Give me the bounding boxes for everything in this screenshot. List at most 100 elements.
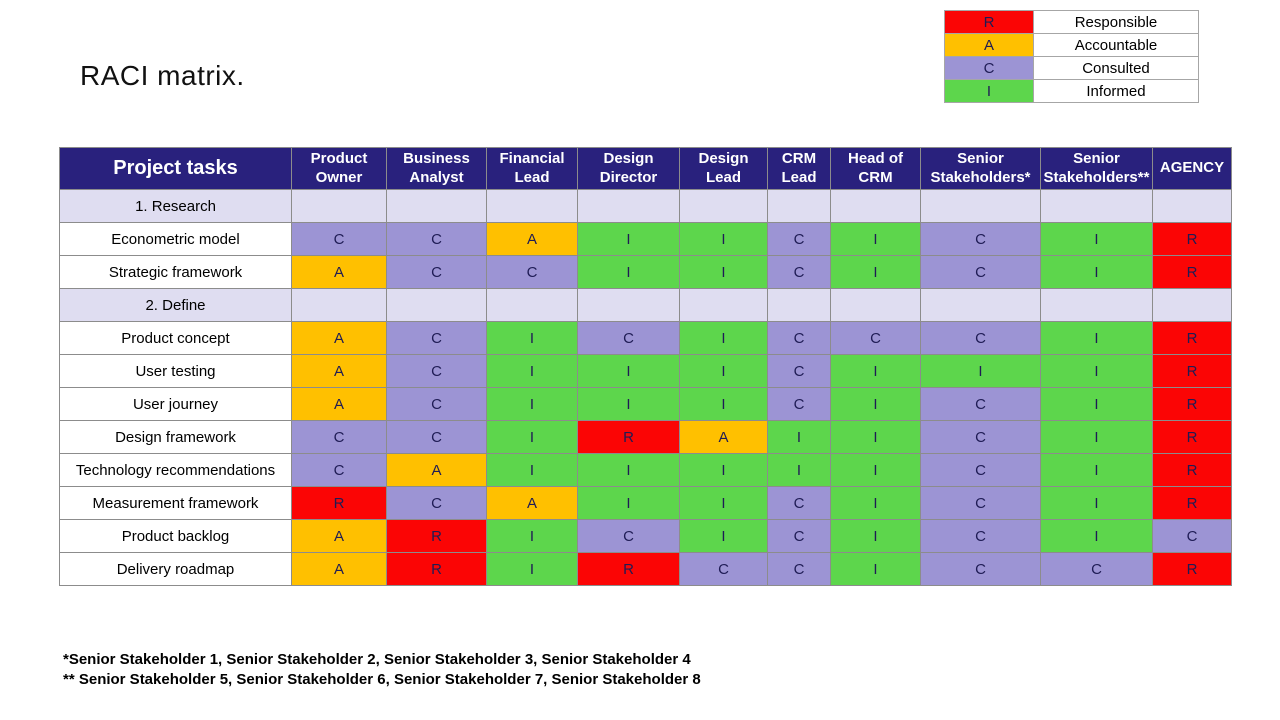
column-header: Financial Lead (486, 147, 578, 190)
task-label: Econometric model (59, 222, 292, 256)
raci-cell-i: I (1040, 420, 1153, 454)
raci-cell-i: I (679, 255, 768, 289)
raci-cell-a: A (291, 255, 387, 289)
raci-cell-a: A (291, 519, 387, 553)
raci-cell-r: R (1152, 387, 1232, 421)
raci-cell-c: C (767, 255, 831, 289)
raci-cell-i: I (830, 519, 921, 553)
raci-cell-i: I (830, 486, 921, 520)
legend-row-c: C Consulted (944, 56, 1199, 80)
raci-cell-r: R (1152, 255, 1232, 289)
raci-cell-a: A (291, 321, 387, 355)
raci-cell-r: R (577, 552, 680, 586)
footnote-line-1: *Senior Stakeholder 1, Senior Stakeholde… (63, 651, 691, 668)
raci-cell-i: I (486, 519, 578, 553)
raci-cell-empty (679, 189, 768, 223)
task-row: Strategic framework A C C I I C I C I R (59, 255, 1232, 289)
raci-cell-i: I (920, 354, 1041, 388)
raci-cell-empty (1040, 288, 1153, 322)
legend-row-i: I Informed (944, 79, 1199, 103)
raci-cell-c: C (920, 420, 1041, 454)
raci-cell-empty (767, 189, 831, 223)
legend-label: Informed (1033, 79, 1199, 103)
column-header: AGENCY (1152, 147, 1232, 190)
raci-cell-empty (386, 288, 487, 322)
task-label: Delivery roadmap (59, 552, 292, 586)
raci-cell-empty (767, 288, 831, 322)
raci-cell-c: C (767, 552, 831, 586)
raci-cell-c: C (386, 321, 487, 355)
task-row: Design framework C C I R A I I C I R (59, 420, 1232, 454)
raci-cell-i: I (679, 387, 768, 421)
raci-cell-empty (486, 288, 578, 322)
raci-cell-c: C (767, 387, 831, 421)
raci-cell-i: I (577, 387, 680, 421)
raci-cell-r: R (386, 519, 487, 553)
raci-cell-empty (577, 189, 680, 223)
raci-cell-a: A (291, 552, 387, 586)
legend-label: Accountable (1033, 33, 1199, 57)
raci-cell-c: C (920, 486, 1041, 520)
raci-cell-a: A (291, 354, 387, 388)
raci-cell-i: I (1040, 321, 1153, 355)
task-label: User testing (59, 354, 292, 388)
task-label: Product concept (59, 321, 292, 355)
task-row: Technology recommendations C A I I I I I C I R (59, 453, 1232, 487)
raci-cell-i: I (1040, 222, 1153, 256)
column-header: Product Owner (291, 147, 387, 190)
raci-cell-a: A (486, 486, 578, 520)
raci-cell-i: I (1040, 453, 1153, 487)
raci-cell-c: C (767, 222, 831, 256)
raci-cell-c: C (577, 519, 680, 553)
column-header: Design Director (577, 147, 680, 190)
raci-cell-c: C (920, 552, 1041, 586)
legend-code: C (944, 56, 1034, 80)
matrix-body: 1. Research Econometric model C C A I I C I C I R St… (59, 189, 1232, 586)
raci-cell-c: C (920, 321, 1041, 355)
raci-cell-empty (1040, 189, 1153, 223)
raci-cell-i: I (679, 321, 768, 355)
raci-cell-empty (920, 288, 1041, 322)
column-header: Senior Stakeholders* (920, 147, 1041, 190)
legend-code: R (944, 10, 1034, 34)
raci-cell-c: C (767, 321, 831, 355)
raci-cell-r: R (1152, 420, 1232, 454)
raci-cell-c: C (386, 222, 487, 256)
task-row: Product concept A C I C I C C C I R (59, 321, 1232, 355)
raci-cell-c: C (1152, 519, 1232, 553)
raci-cell-c: C (767, 486, 831, 520)
raci-cell-c: C (920, 255, 1041, 289)
raci-cell-i: I (679, 222, 768, 256)
raci-cell-r: R (1152, 354, 1232, 388)
raci-cell-c: C (291, 222, 387, 256)
raci-cell-i: I (679, 354, 768, 388)
raci-cell-c: C (920, 519, 1041, 553)
raci-cell-i: I (679, 519, 768, 553)
raci-cell-c: C (920, 222, 1041, 256)
task-row: Econometric model C C A I I C I C I R (59, 222, 1232, 256)
raci-cell-r: R (1152, 486, 1232, 520)
raci-cell-empty (1152, 189, 1232, 223)
raci-cell-a: A (386, 453, 487, 487)
raci-cell-i: I (486, 420, 578, 454)
raci-cell-empty (830, 288, 921, 322)
legend-body: R Responsible A Accountable C Consulted I Infor… (944, 10, 1199, 103)
task-label: Strategic framework (59, 255, 292, 289)
column-header: Head of CRM (830, 147, 921, 190)
raci-cell-i: I (486, 321, 578, 355)
raci-cell-i: I (1040, 486, 1153, 520)
raci-cell-i: I (830, 420, 921, 454)
raci-cell-a: A (486, 222, 578, 256)
section-label: 2. Define (59, 288, 292, 322)
column-header: Project tasks (59, 147, 292, 190)
footnotes: *Senior Stakeholder 1, Senior Stakeholde… (63, 650, 701, 689)
raci-cell-i: I (1040, 354, 1153, 388)
raci-cell-i: I (1040, 255, 1153, 289)
raci-cell-i: I (486, 387, 578, 421)
raci-cell-i: I (577, 222, 680, 256)
raci-cell-c: C (767, 354, 831, 388)
legend-label: Responsible (1033, 10, 1199, 34)
raci-cell-i: I (577, 354, 680, 388)
task-label: Design framework (59, 420, 292, 454)
raci-cell-c: C (577, 321, 680, 355)
